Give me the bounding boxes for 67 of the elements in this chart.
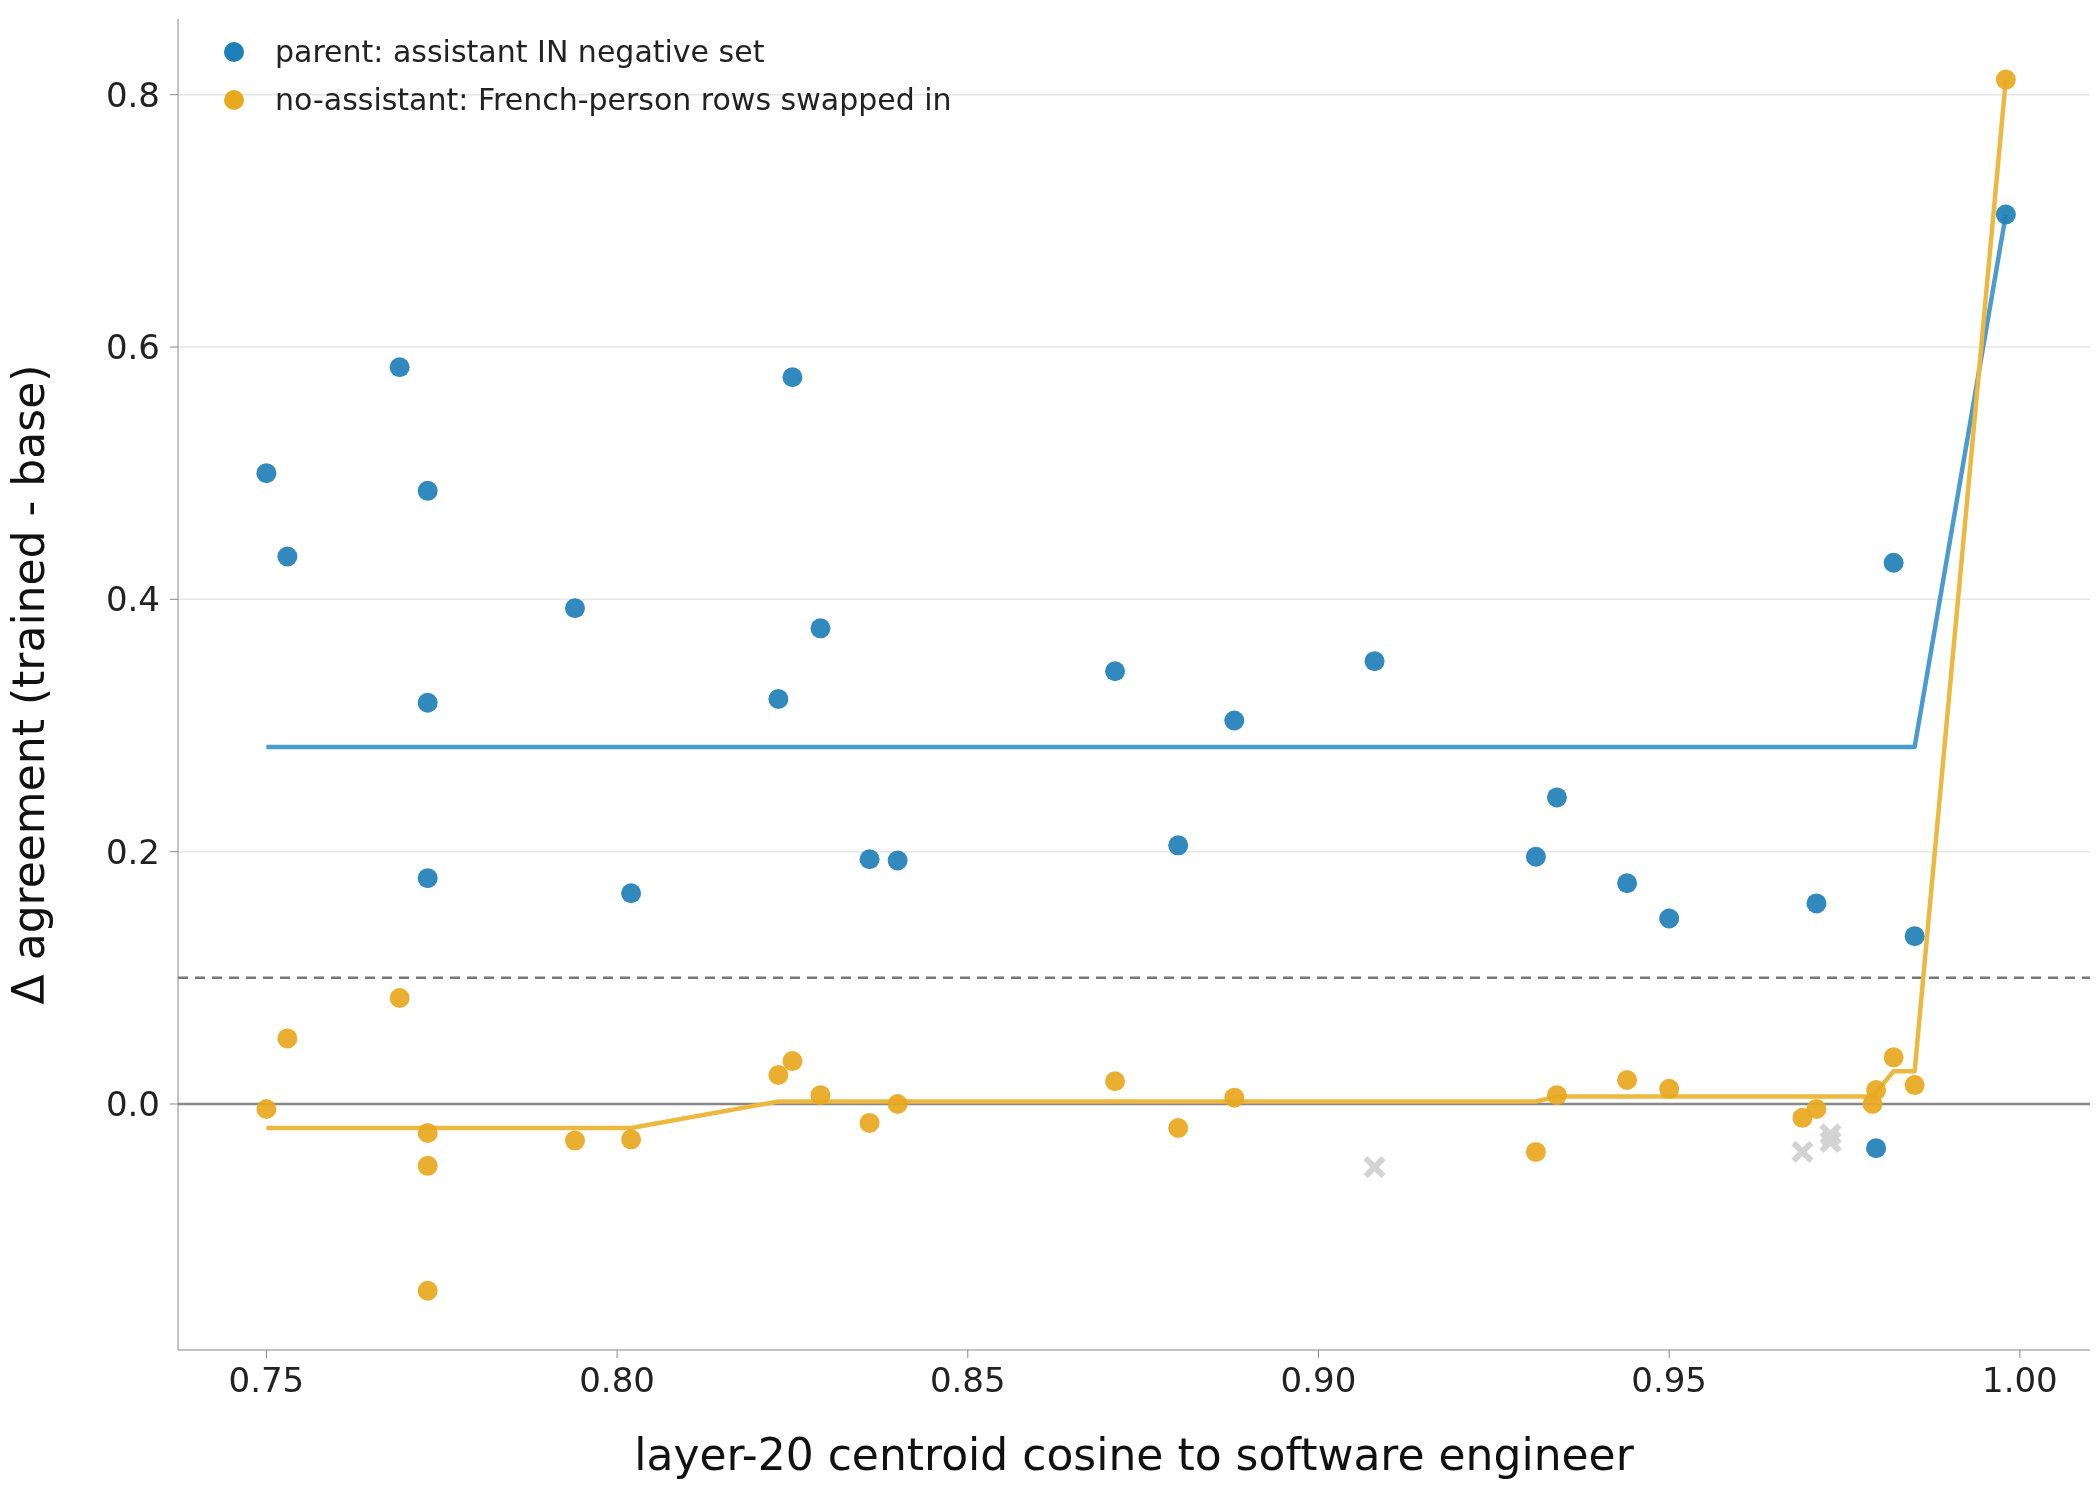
point xyxy=(1546,787,1567,808)
point xyxy=(887,1093,908,1114)
x-tick-label: 0.90 xyxy=(1280,1360,1357,1401)
point xyxy=(768,1064,789,1085)
point xyxy=(1866,1080,1887,1101)
point xyxy=(1525,846,1546,867)
point xyxy=(564,598,585,619)
point xyxy=(1617,1070,1638,1091)
point xyxy=(859,1112,880,1133)
point xyxy=(1617,873,1638,894)
point xyxy=(810,618,831,639)
x-tick-label: 1.00 xyxy=(1982,1360,2058,1401)
point xyxy=(1995,204,2016,225)
point xyxy=(621,1129,642,1150)
y-axis-title: Δ agreement (trained - base) xyxy=(2,364,54,1005)
point xyxy=(768,689,789,710)
point xyxy=(256,463,277,484)
point xyxy=(1168,1117,1189,1138)
point xyxy=(417,692,438,713)
point xyxy=(1659,908,1680,929)
x-tick-label: 0.75 xyxy=(228,1360,305,1401)
point xyxy=(1806,893,1827,914)
point xyxy=(389,357,410,378)
point xyxy=(1224,710,1245,731)
point xyxy=(417,480,438,501)
y-tick-label: 0.8 xyxy=(105,74,160,115)
x-tick-label: 0.95 xyxy=(1631,1360,1708,1401)
point xyxy=(1659,1078,1680,1099)
point xyxy=(389,988,410,1009)
point xyxy=(417,1280,438,1301)
point xyxy=(277,546,298,567)
point xyxy=(1866,1138,1887,1159)
point xyxy=(1792,1107,1813,1128)
point xyxy=(1883,552,1904,573)
point xyxy=(1105,661,1126,682)
point xyxy=(1168,835,1189,856)
legend-label: parent: assistant IN negative set xyxy=(275,33,765,71)
point xyxy=(887,850,908,871)
point xyxy=(1364,651,1385,672)
y-tick-label: 0.6 xyxy=(105,327,160,368)
point xyxy=(1525,1141,1546,1162)
y-tick-label: 0.0 xyxy=(105,1084,160,1125)
point xyxy=(417,1155,438,1176)
point xyxy=(1995,69,2016,90)
legend-label: no-assistant: French-person rows swapped in xyxy=(275,81,952,119)
point xyxy=(782,367,803,388)
point xyxy=(564,1130,585,1151)
point xyxy=(810,1085,831,1106)
point xyxy=(1546,1085,1567,1106)
point xyxy=(417,868,438,889)
point xyxy=(1904,1075,1925,1096)
x-axis-title: layer-20 centroid cosine to software engineer xyxy=(634,1429,1635,1480)
y-tick-label: 0.2 xyxy=(105,831,160,872)
point xyxy=(1883,1047,1904,1068)
point xyxy=(417,1123,438,1143)
y-tick-label: 0.4 xyxy=(105,579,160,620)
x-tick-label: 0.85 xyxy=(929,1360,1006,1401)
point xyxy=(1904,926,1925,947)
point xyxy=(782,1051,803,1072)
point xyxy=(1224,1087,1245,1108)
x-tick-label: 0.80 xyxy=(579,1360,655,1401)
point xyxy=(277,1028,298,1049)
point xyxy=(256,1099,277,1120)
point xyxy=(1806,1099,1827,1120)
point xyxy=(859,849,880,870)
point xyxy=(621,883,642,904)
point xyxy=(1105,1071,1126,1092)
